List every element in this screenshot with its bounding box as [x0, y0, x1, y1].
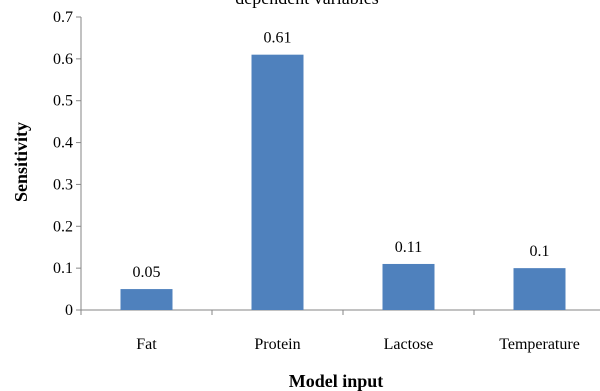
y-tick-label: 0.1 [53, 260, 73, 277]
y-tick-label: 0.2 [53, 218, 73, 235]
x-category-label: Lactose [384, 336, 434, 353]
data-label: 0.61 [264, 30, 292, 47]
plot-area: 0.05 0.61 0.11 0.1 [120, 30, 566, 310]
x-axis: Model input Fat Protein Lactose Temperature [80, 309, 600, 391]
y-axis: Sensitivity 0 0.1 0.2 0.3 0.4 0.5 0.6 0.7 [11, 9, 82, 319]
data-label: 0.1 [530, 243, 550, 260]
y-tick-label: 0.6 [53, 51, 73, 68]
x-category-label: Fat [136, 336, 157, 353]
y-tick-label: 0.3 [53, 176, 73, 193]
bar-fat [120, 289, 173, 310]
bar-lactose [382, 263, 435, 310]
y-axis-title: Sensitivity [11, 122, 31, 202]
x-category-label: Temperature [499, 336, 580, 353]
chart-title: dependent variables [235, 0, 378, 8]
data-label: 0.05 [133, 264, 161, 281]
bar-protein [251, 54, 304, 310]
x-category-label: Protein [254, 336, 300, 353]
bar-temperature [513, 268, 566, 310]
y-tick-label: 0 [65, 302, 73, 319]
y-tick-label: 0.7 [53, 9, 73, 26]
x-axis-title: Model input [289, 371, 384, 391]
y-tick-label: 0.5 [53, 93, 73, 110]
data-label: 0.11 [395, 239, 422, 256]
y-tick-label: 0.4 [53, 135, 73, 152]
